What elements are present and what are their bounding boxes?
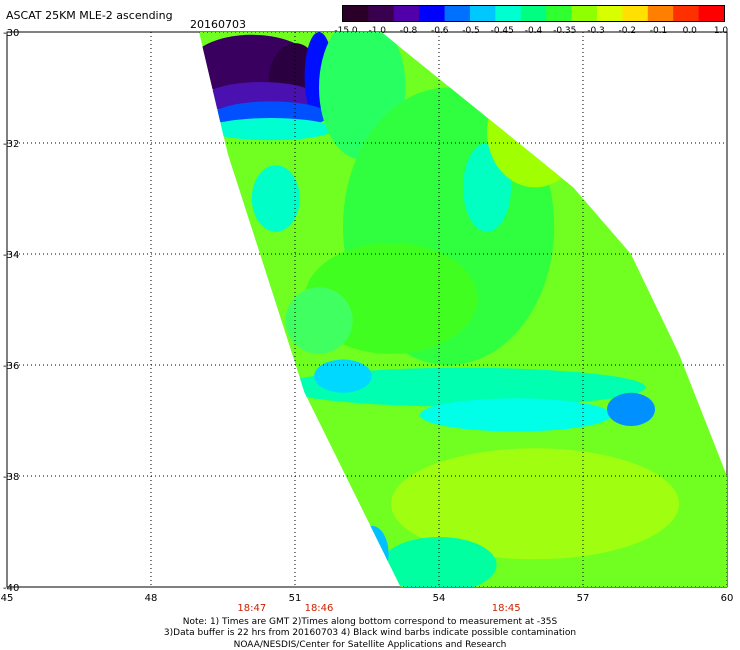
color-scale-swatch [343, 6, 369, 21]
wind-field-patch [314, 359, 372, 393]
latitude-tick-label: -36 [3, 361, 19, 372]
latitude-tick-label: -34 [3, 250, 19, 261]
color-scale-label: -15.0 [334, 26, 358, 36]
color-scale-label: -0.8 [399, 26, 418, 36]
color-scale-label: -1.0 [368, 26, 387, 36]
color-scale-swatch [622, 6, 649, 21]
longitude-tick-label: 45 [1, 593, 14, 604]
color-scale-swatch [597, 6, 623, 21]
color-scale-label: 1.0 [713, 26, 729, 36]
product-title: ASCAT 25KM MLE-2 ascending [6, 9, 173, 22]
wind-field-patch [280, 367, 646, 407]
ascat-swath [199, 32, 727, 587]
color-scale-label: -0.45 [490, 26, 514, 36]
wind-field-patch [607, 392, 655, 426]
color-scale-swatch [368, 6, 395, 21]
color-scale-swatch [419, 6, 446, 21]
color-scale-label: -0.3 [587, 26, 605, 36]
color-scale-label: 0.0 [682, 26, 697, 36]
latitude-tick-label: -32 [3, 139, 19, 150]
longitude-tick-label: 60 [721, 593, 734, 604]
color-scale-bar [342, 5, 725, 22]
color-scale-label: -0.2 [618, 26, 637, 36]
latitude-tick-label: -30 [3, 28, 19, 39]
color-scale-swatch [470, 6, 496, 21]
wind-field-patch [251, 165, 300, 232]
pass-time-label: 18:47 [237, 603, 266, 614]
longitude-tick-label: 54 [433, 593, 446, 604]
color-scale-labels: -15.0 -1.0 -0.8 -0.6 -0.5 -0.45 -0.4 -0.35 -0.3 -… [330, 26, 735, 38]
latitude-tick-label: -38 [3, 472, 19, 483]
note-line-2: 3)Data buffer is 22 hrs from 20160703 4)… [163, 628, 577, 638]
pass-time-label: 18:45 [492, 603, 521, 614]
swath-map: 45 48 51 54 57 60 -30 -32 -34 -36 -38 -40 18:47 18:46… [1, 28, 734, 614]
product-date: 20160703 [190, 18, 246, 31]
axis-labels: 45 48 51 54 57 60 -30 -32 -34 -36 -38 -40 18:47 18:46… [1, 28, 734, 614]
color-scale-label: -0.5 [462, 26, 480, 36]
longitude-tick-label: 51 [289, 593, 302, 604]
color-scale-swatch [673, 6, 700, 21]
color-scale-label: -0.6 [430, 26, 449, 36]
wind-field-patch [285, 287, 353, 354]
wind-field-patch [487, 76, 583, 188]
color-scale-swatch [647, 6, 674, 21]
color-scale-swatch [520, 6, 547, 21]
color-scale-label: -0.1 [649, 26, 668, 36]
color-scale-swatch [393, 6, 420, 21]
latitude-tick-label: -40 [3, 583, 19, 594]
color-scale-swatch [444, 6, 471, 21]
wind-field-patch [419, 398, 612, 432]
wind-field-patch [208, 118, 334, 141]
color-scale-swatch [698, 6, 724, 21]
longitude-tick-label: 48 [145, 593, 158, 604]
color-scale-label: -0.4 [524, 26, 543, 36]
color-scale-swatch [495, 6, 522, 21]
note-line-1: Note: 1) Times are GMT 2)Times along bot… [182, 617, 558, 627]
color-scale-swatch [546, 6, 573, 21]
color-scale-swatch [571, 6, 598, 21]
lat-lon-grid [6, 31, 728, 588]
wind-field-patch [355, 525, 389, 582]
note-line-3: NOAA/NESDIS/Center for Satellite Applica… [233, 640, 507, 650]
pass-time-label: 18:46 [305, 603, 334, 614]
color-scale-label: -0.35 [553, 26, 577, 36]
longitude-tick-label: 57 [577, 593, 590, 604]
